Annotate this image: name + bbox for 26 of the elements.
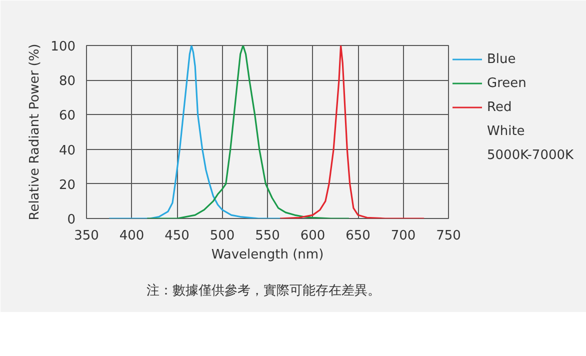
y-tick-label: 60 (58, 108, 76, 124)
x-tick-label: 750 (436, 228, 461, 244)
text: 注：數據僅供參考，實際可能存在差異。 (146, 282, 380, 298)
x-tick-label: 400 (119, 228, 144, 244)
text: 5000K-7000K (487, 146, 574, 164)
x-tick-label: 550 (255, 228, 280, 244)
y-tick-label: 80 (58, 74, 76, 90)
legend-label: Red (487, 98, 512, 116)
y-axis-title: Relative Radiant Power (%) (28, 44, 43, 220)
y-tick-label: 0 (67, 212, 76, 228)
x-axis-title: Wavelength (nm) (211, 248, 324, 262)
x-tick-label: 650 (346, 228, 370, 244)
line-series (146, 46, 350, 218)
x-tick-label: 600 (300, 228, 326, 244)
y-tick-label: 20 (58, 178, 76, 193)
y-tick-label: 100 (50, 40, 76, 54)
x-tick-label: 450 (164, 228, 190, 244)
legend-label: Blue (487, 50, 516, 68)
text: White (487, 122, 525, 140)
y-tick-label: 40 (58, 143, 76, 158)
x-tick-label: 350 (74, 228, 99, 244)
x-tick-label: 700 (390, 228, 416, 244)
legend-label: Green (487, 74, 526, 92)
x-tick-label: 500 (210, 228, 235, 244)
line-series (108, 46, 282, 218)
line-series (279, 46, 425, 218)
